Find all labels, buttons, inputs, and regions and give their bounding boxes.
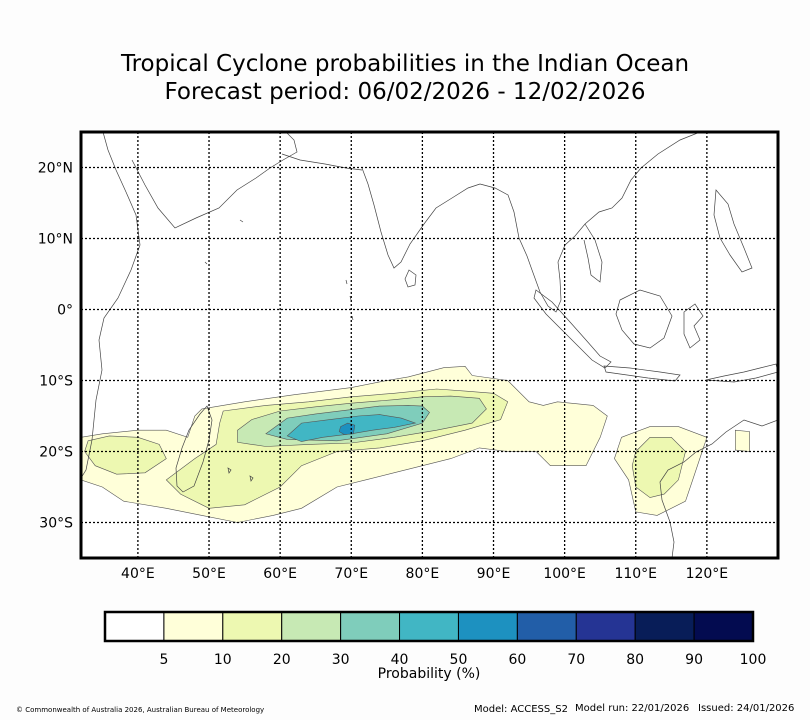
colorbar-tick-label: 5 [159, 652, 168, 668]
africa-coastline [81, 132, 141, 479]
colorbar-segment [222, 611, 283, 642]
india-coastline [361, 167, 481, 269]
latitude-label: 0° [57, 303, 73, 319]
longitude-label: 90°E [477, 566, 511, 582]
colorbar-tick-label: 60 [508, 652, 526, 668]
colorbar-segment [516, 611, 577, 642]
colorbar-tick-label: 20 [273, 652, 291, 668]
longitude-label: 120°E [686, 566, 729, 582]
latitude-label: 10°S [39, 374, 73, 390]
colorbar [103, 610, 755, 643]
sulawesi-coastline [683, 303, 704, 349]
map-frame [79, 130, 780, 560]
colorbar-segment [457, 611, 518, 642]
colorbar-segment [399, 611, 459, 642]
colorbar-segment [163, 611, 224, 642]
model-run-date: Model run: 22/01/2026 [575, 703, 690, 714]
mascarene-islands [227, 467, 254, 482]
colorbar-segment [104, 611, 165, 642]
probability-area-islet-5pct [734, 429, 750, 452]
longitude-label: 40°E [121, 566, 155, 582]
latitude-label: 30°S [39, 516, 73, 532]
coastlines [81, 132, 778, 558]
latitude-label: 20°N [38, 161, 73, 177]
colorbar-segment [281, 611, 342, 642]
model-name: Model: ACCESS_S2 [474, 704, 568, 715]
probability-area-west-10pct [84, 435, 167, 475]
probability-area-east-10pct [631, 436, 686, 498]
colorbar-tick-label: 90 [685, 652, 703, 668]
colorbar-tick-labels: 5 10 20 30 40 50 60 70 80 90 100 [159, 652, 766, 668]
longitude-label: 50°E [192, 566, 226, 582]
colorbar-segment [340, 611, 401, 642]
latitude-label: 20°S [39, 445, 73, 461]
borneo-coastline [615, 289, 673, 349]
longitude-label: 60°E [263, 566, 297, 582]
colorbar-label: Probability (%) [378, 666, 481, 682]
sri-lanka-coastline [404, 269, 417, 288]
colorbar-tick-label: 80 [626, 652, 644, 668]
colorbar-tick-label: 40 [391, 652, 409, 668]
colorbar-tick-label: 70 [567, 652, 585, 668]
longitude-label: 100°E [543, 566, 586, 582]
arabia-coastline [131, 132, 298, 229]
colorbar-tick-label: 100 [740, 652, 767, 668]
longitude-label: 80°E [406, 566, 440, 582]
colorbar-tick-label: 50 [450, 652, 468, 668]
maldives-islands [345, 279, 354, 321]
graticule [81, 132, 778, 558]
copyright-text: © Commonwealth of Australia 2026, Austra… [16, 706, 265, 714]
longitude-labels: 40°E 50°E 60°E 70°E 80°E 90°E 100°E 110°E 120°E [121, 566, 728, 582]
philippines-coastline [713, 189, 753, 273]
chart-title-line2: Forecast period: 06/02/2026 - 12/02/2026 [164, 79, 646, 105]
longitude-label: 110°E [614, 566, 657, 582]
latitude-labels: 20°N 10°N 0° 10°S 20°S 30°S [38, 161, 73, 532]
colorbar-tick-label: 30 [332, 652, 350, 668]
colorbar-frame [103, 610, 755, 643]
seychelles-islands [204, 219, 244, 265]
issued-date: Issued: 24/01/2026 [698, 703, 795, 714]
latitude-label: 10°N [38, 232, 73, 248]
longitude-label: 70°E [334, 566, 368, 582]
colorbar-segment [693, 611, 754, 642]
chart-title-line1: Tropical Cyclone probabilities in the In… [120, 51, 690, 77]
indochina-coastline [583, 223, 603, 283]
colorbar-segment [575, 611, 636, 642]
colorbar-segment [634, 611, 695, 642]
colorbar-tick-label: 10 [214, 652, 232, 668]
se-asia-coastline [479, 132, 701, 313]
probability-areas [81, 365, 750, 523]
